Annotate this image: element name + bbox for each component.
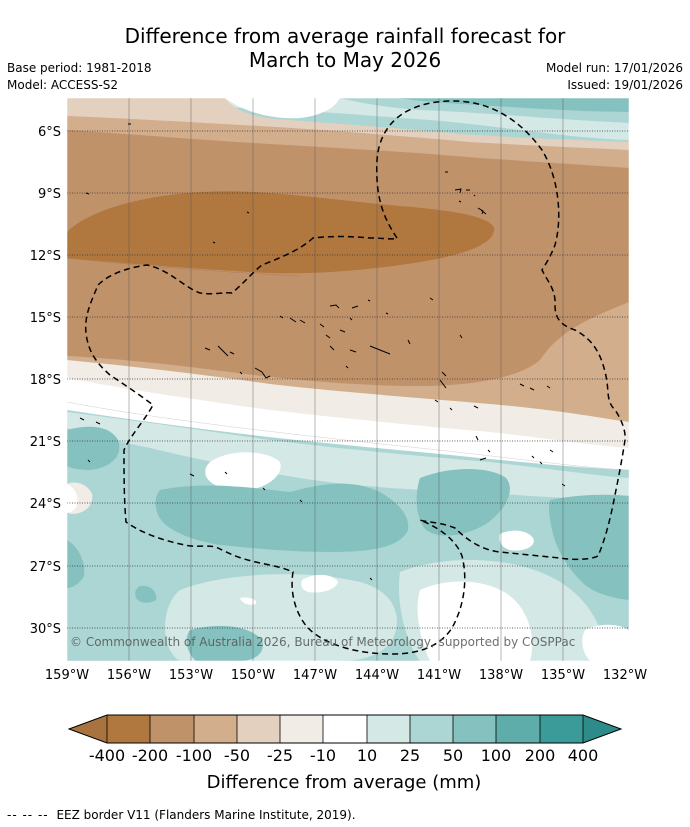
central-teal-patch: [155, 483, 409, 552]
white-patch-25s: [499, 530, 534, 551]
meta-left: Base period: 1981-2018 Model: ACCESS-S2: [7, 60, 152, 94]
lon-label: 156°W: [107, 668, 151, 683]
footer-text: EEZ border V11 (Flanders Marine Institut…: [56, 808, 356, 822]
legend-tick: 25: [400, 746, 420, 765]
islands: [79, 123, 566, 581]
west-teal-patch: [67, 426, 120, 470]
meta-right: Model run: 17/01/2026 Issued: 19/01/2026: [546, 60, 683, 94]
legend-swatch: [107, 715, 150, 743]
lon-label: 159°W: [45, 668, 89, 683]
legend-swatch: [280, 715, 323, 743]
white-patch-22s: [205, 452, 281, 491]
white-patch-29s: [417, 581, 533, 661]
east-teal-patch: [416, 469, 510, 536]
legend-swatch: [496, 715, 540, 743]
sw-teal-patch: [67, 540, 85, 588]
legend-swatch: [540, 715, 583, 743]
lat-label: 30°S: [30, 622, 61, 637]
legend-swatch: [367, 715, 410, 743]
legend-arrow-left: [69, 715, 107, 743]
lon-label: 135°W: [541, 668, 585, 683]
graticule: [128, 98, 564, 661]
lat-labels: 6°S 9°S 12°S 15°S 18°S 21°S 24°S 27°S 30…: [30, 125, 61, 637]
lon-label: 138°W: [479, 668, 523, 683]
chart-title: Difference from average rainfall forecas…: [0, 24, 690, 72]
lon-label: 147°W: [293, 668, 337, 683]
lat-label: 6°S: [38, 125, 61, 140]
model-run: Model run: 17/01/2026: [545, 61, 683, 75]
lon-label: 144°W: [355, 668, 399, 683]
legend-tick: -100: [176, 746, 212, 765]
legend-swatch: [410, 715, 453, 743]
model-name: Model: ACCESS-S2: [7, 78, 119, 92]
lon-label: 153°W: [169, 668, 213, 683]
white-band: [67, 378, 629, 470]
lon-label: 141°W: [417, 668, 461, 683]
legend-title: Difference from average (mm): [207, 772, 482, 793]
south-teal-patch: [186, 625, 263, 661]
copyright-note: © Commonwealth of Australia 2026, Bureau…: [70, 635, 575, 649]
dry-core-200: [67, 191, 495, 274]
legend-swatch: [237, 715, 280, 743]
lon-label: 150°W: [231, 668, 275, 683]
lat-label: 27°S: [30, 560, 61, 575]
legend-tick: 400: [568, 746, 599, 765]
legend-swatch: [150, 715, 194, 743]
footer-note: -- -- -- EEZ border V11 (Flanders Marine…: [7, 808, 356, 822]
legend-tick: 200: [525, 746, 556, 765]
legend-tick: 10: [357, 746, 377, 765]
legend-tick: -400: [89, 746, 125, 765]
latitude-lines: [67, 130, 629, 629]
lon-labels: 159°W 156°W 153°W 150°W 147°W 144°W 141°…: [45, 668, 647, 683]
lat-label: 18°S: [30, 373, 61, 388]
north-white-patch: [225, 98, 340, 119]
legend-tick: 50: [443, 746, 463, 765]
lat-label: 15°S: [30, 311, 61, 326]
legend-swatch: [323, 715, 367, 743]
legend-swatch: [194, 715, 237, 743]
lat-label: 9°S: [38, 187, 61, 202]
lat-label: 12°S: [30, 249, 61, 264]
lat-label: 21°S: [30, 435, 61, 450]
legend-tick: -50: [224, 746, 250, 765]
legend-swatch: [453, 715, 496, 743]
lon-label: 132°W: [603, 668, 647, 683]
legend-tick: -10: [310, 746, 336, 765]
lat-label: 24°S: [30, 497, 61, 512]
base-period: Base period: 1981-2018: [7, 61, 152, 75]
issued-date: Issued: 19/01/2026: [567, 78, 683, 92]
eez-line-symbol: -- -- --: [7, 808, 49, 822]
eez-borders: [84, 100, 626, 655]
legend-tick: -25: [267, 746, 293, 765]
map-plot-area: [67, 98, 629, 661]
title-line-2: March to May 2026: [248, 48, 442, 72]
legend-tick: 100: [481, 746, 512, 765]
legend-arrow-right: [583, 715, 621, 743]
color-legend: [67, 714, 623, 744]
legend-ticks: -400 -200 -100 -50 -25 -10 10 25 50 100 …: [89, 746, 598, 765]
rainfall-map: © Commonwealth of Australia 2026, Bureau…: [30, 97, 647, 793]
legend-tick: -200: [132, 746, 168, 765]
title-line-1: Difference from average rainfall forecas…: [124, 24, 566, 48]
